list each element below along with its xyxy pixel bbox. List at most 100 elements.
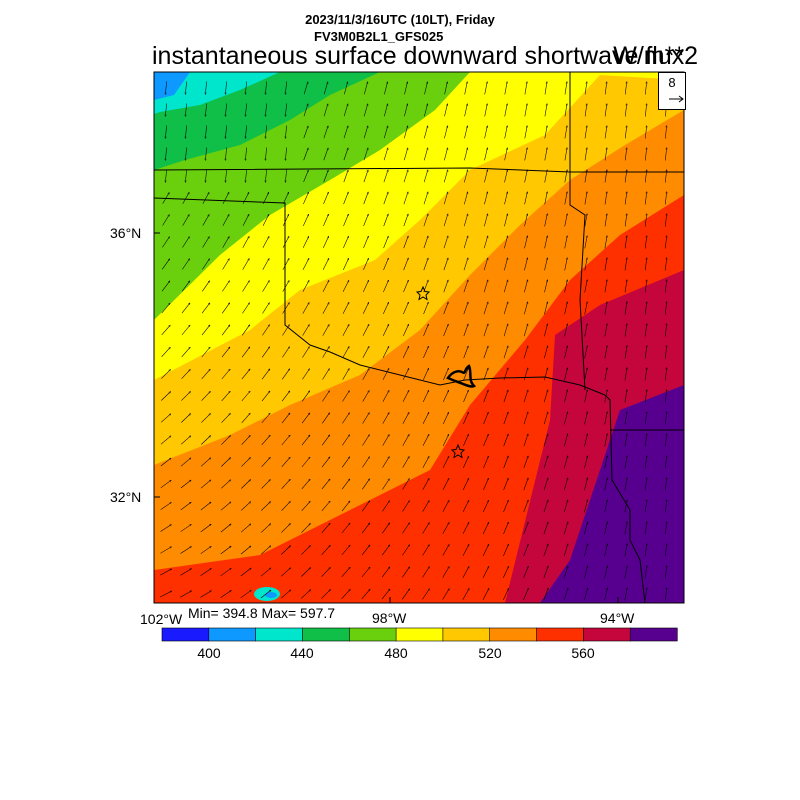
wind-vector-arrow <box>523 544 529 557</box>
wind-vector-arrow <box>281 457 291 468</box>
wind-vector-arrow <box>322 258 330 270</box>
wind-vector-arrow <box>644 434 647 447</box>
wind-vector-arrow <box>483 390 489 403</box>
wind-vector-arrow <box>484 192 487 205</box>
wind-vector-arrow <box>165 81 167 95</box>
wind-vector-arrow <box>665 324 666 337</box>
wind-vector-arrow <box>564 280 568 293</box>
wind-vector-arrow <box>181 414 190 423</box>
wind-vector-arrow <box>564 236 568 249</box>
wind-vector-arrow <box>265 169 267 183</box>
wind-vector-arrow <box>403 302 409 315</box>
wind-vector-arrow <box>604 126 607 139</box>
wind-vector-arrow <box>564 258 568 271</box>
wind-vector-arrow <box>321 589 330 599</box>
wind-vector-arrow <box>424 104 427 117</box>
wind-vector-arrow <box>383 214 389 227</box>
wind-vector-arrow <box>604 258 607 271</box>
flux-field <box>154 72 684 603</box>
wind-vector-arrow <box>604 412 608 425</box>
wind-vector-arrow <box>202 237 210 248</box>
wind-vector-arrow <box>301 545 310 555</box>
wind-vector-arrow <box>584 258 587 271</box>
wind-vector-arrow <box>463 368 469 381</box>
wind-vector-arrow <box>422 545 430 556</box>
wind-vector-arrow <box>665 126 666 139</box>
wind-vector-arrow <box>201 303 210 314</box>
wind-vector-arrow <box>644 214 647 227</box>
wind-vector-arrow <box>402 368 410 380</box>
wind-vector-arrow <box>463 236 468 249</box>
wind-vector-arrow <box>322 302 330 314</box>
wind-vector-arrow <box>563 588 568 601</box>
wind-vector-arrow <box>443 280 448 293</box>
wind-vector-arrow <box>200 524 211 533</box>
wind-vector-arrow <box>665 302 666 315</box>
wind-vector-arrow <box>221 435 230 445</box>
wind-vector-arrow <box>201 413 210 423</box>
wind-vector-arrow <box>241 435 251 445</box>
wind-vector-arrow <box>523 390 528 403</box>
wind-vector-arrow <box>363 258 369 271</box>
wind-vector-arrow <box>523 324 528 337</box>
wind-vector-arrow <box>402 434 410 446</box>
model-name: FV3M0B2L1_GFS025 <box>314 29 444 44</box>
wind-vector-arrow <box>624 434 627 447</box>
wind-vector-arrow <box>343 170 348 183</box>
wind-vector-arrow <box>384 82 387 95</box>
wind-vector-arrow <box>383 192 388 205</box>
wind-vector-arrow <box>165 125 167 139</box>
wind-vector-arrow <box>160 436 171 445</box>
wind-vector-arrow <box>564 346 568 359</box>
wind-vector-arrow <box>664 478 667 491</box>
wind-reference-arrow-icon <box>669 95 684 103</box>
wind-vector-arrow <box>503 412 508 425</box>
wind-vector-arrow <box>303 192 309 205</box>
wind-vector-arrow <box>261 435 271 446</box>
wind-vector-arrow <box>463 346 469 359</box>
wind-vector-arrow <box>221 480 231 489</box>
wind-vector-arrow <box>261 413 270 424</box>
wind-vector-arrow <box>644 522 647 535</box>
wind-vector-arrow <box>624 324 627 337</box>
wind-vector-arrow <box>363 280 369 293</box>
wind-vector-arrow <box>242 258 250 270</box>
wind-vector-arrow <box>523 500 529 513</box>
wind-vector-arrow <box>220 590 232 598</box>
wind-vector-arrow <box>604 478 608 491</box>
wind-vector-arrow <box>422 478 430 490</box>
wind-vector-arrow <box>664 588 667 601</box>
wind-vector-arrow <box>604 346 607 359</box>
wind-vector-arrow <box>422 567 430 578</box>
wind-vector-arrow <box>221 458 230 467</box>
wind-vector-arrow <box>321 457 330 468</box>
map-datetime: 2023/11/3/16UTC (10LT), Friday <box>305 12 495 27</box>
wind-vector-arrow <box>242 281 250 292</box>
wind-vector-arrow <box>422 589 429 600</box>
wind-vector-arrow <box>322 280 330 292</box>
wind-vector-arrow <box>484 104 488 117</box>
wind-vector-arrow <box>443 258 448 271</box>
wind-vector-arrow <box>160 568 171 576</box>
wind-vector-arrow <box>162 215 170 226</box>
wind-vector-arrow <box>564 82 567 95</box>
wind-vector-arrow <box>564 192 567 205</box>
wind-vector-arrow <box>260 590 271 599</box>
wind-vector-arrow <box>221 303 230 314</box>
wind-vector-arrow <box>483 280 488 293</box>
wind-vector-arrow <box>180 502 191 511</box>
wind-vector-arrow <box>584 434 588 447</box>
wind-vector-arrow <box>604 302 607 315</box>
wind-vector-arrow <box>524 214 528 227</box>
wind-vector-arrow <box>383 258 389 271</box>
wind-vector-arrow <box>563 478 568 491</box>
wind-vector-arrow <box>401 589 410 600</box>
wind-vector-arrow <box>624 412 627 425</box>
wind-vector-arrow <box>321 501 330 512</box>
wind-vector-arrow <box>504 192 508 205</box>
wind-vector-arrow <box>200 546 212 554</box>
wind-vector-arrow <box>503 500 509 513</box>
wind-vector-arrow <box>464 104 468 117</box>
wind-vector-arrow <box>185 125 187 139</box>
wind-vector-arrow <box>161 259 170 270</box>
